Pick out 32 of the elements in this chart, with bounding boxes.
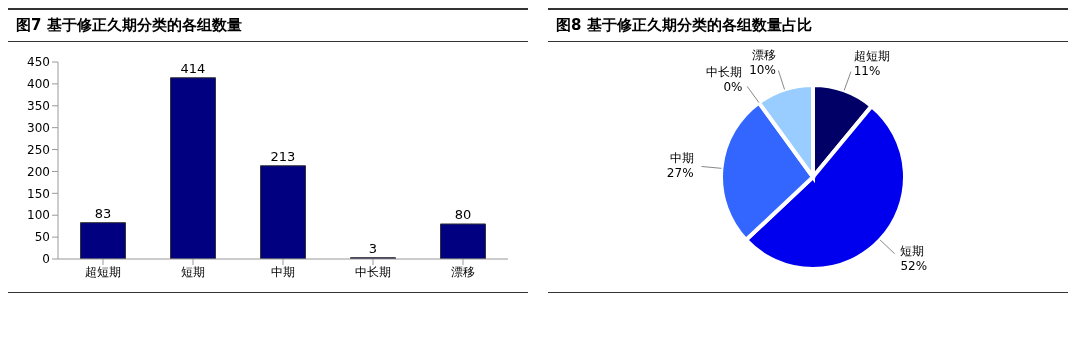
- chart-title: 图8 基于修正久期分类的各组数量占比: [548, 8, 1068, 42]
- data-label: 52%: [900, 259, 928, 274]
- category-label: 中长期: [706, 64, 743, 79]
- y-tick-label: 0: [42, 252, 50, 267]
- chart-title: 图7 基于修正久期分类的各组数量: [8, 8, 528, 42]
- data-label: 213: [270, 148, 296, 164]
- data-label: 11%: [853, 64, 881, 79]
- y-tick-label: 450: [27, 55, 50, 70]
- data-label: 83: [94, 205, 112, 221]
- x-tick-label: 短期: [181, 264, 205, 279]
- y-tick-label: 150: [27, 186, 50, 201]
- data-label: 27%: [666, 165, 694, 180]
- data-label: 3: [368, 240, 378, 256]
- y-tick-label: 100: [27, 208, 50, 223]
- data-label: 414: [180, 60, 206, 76]
- slice-label: 超短期: [853, 49, 890, 64]
- y-tick-label: 200: [27, 164, 50, 179]
- x-tick-label: 中期: [271, 264, 295, 279]
- slice-label: 漂移: [751, 47, 776, 62]
- text: 0%: [723, 79, 743, 94]
- slice-label: 短期: [900, 244, 925, 259]
- slice-label: 中期: [669, 150, 694, 165]
- data-label: 10%: [749, 62, 776, 77]
- y-tick-label: 50: [34, 230, 50, 245]
- x-tick-label: 漂移: [451, 264, 475, 279]
- y-tick-label: 300: [27, 120, 50, 135]
- data-label: 80: [454, 206, 472, 222]
- y-tick-label: 250: [27, 142, 50, 157]
- x-tick-label: 中长期: [355, 264, 391, 279]
- x-tick-label: 超短期: [85, 264, 121, 279]
- y-tick-label: 400: [27, 77, 50, 92]
- y-tick-label: 350: [27, 99, 50, 114]
